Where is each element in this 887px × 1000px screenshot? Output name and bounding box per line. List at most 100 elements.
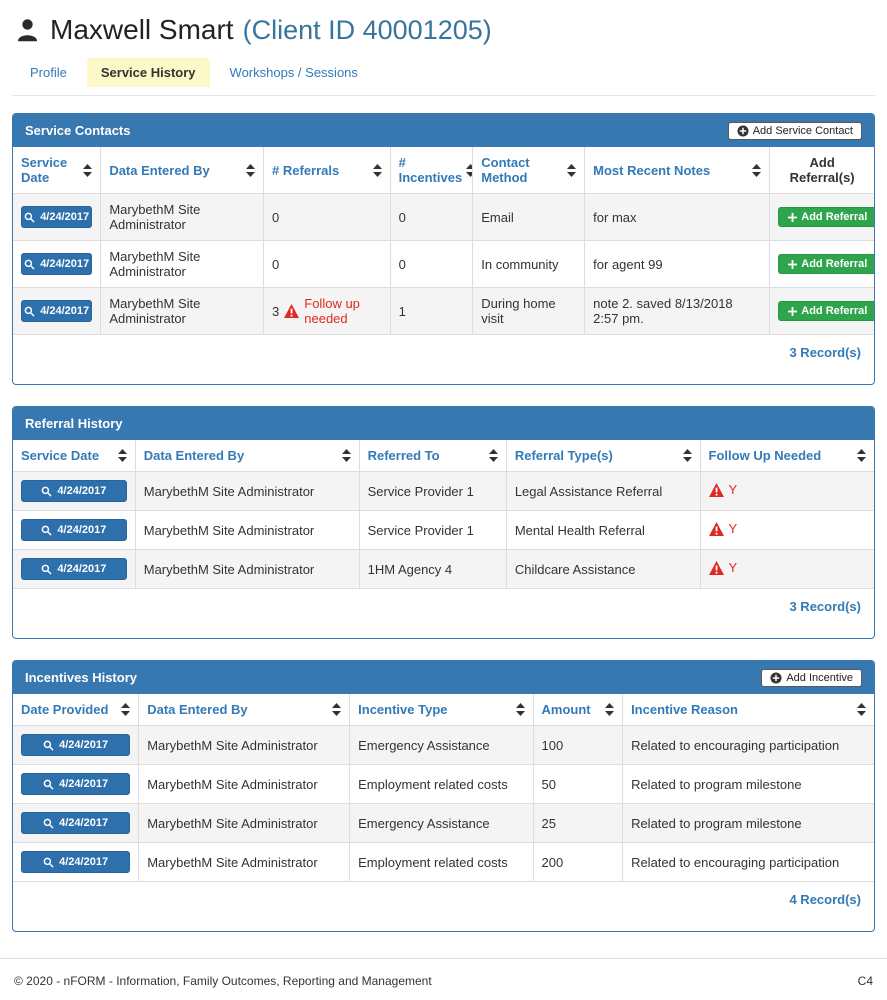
record-count: 3 Record(s) bbox=[789, 599, 861, 614]
table-row: 4/24/2017 MarybethM Site Administrator 0… bbox=[13, 193, 874, 241]
site-footer: © 2020 - nFORM - Information, Family Out… bbox=[0, 959, 887, 1000]
col-num-referrals[interactable]: # Referrals bbox=[263, 147, 391, 194]
add-referral-button[interactable]: Add Referral bbox=[778, 254, 874, 274]
col-contact-method[interactable]: Contact Method bbox=[472, 147, 586, 194]
cell-notes: note 2. saved 8/13/2018 2:57 pm. bbox=[584, 287, 771, 335]
warning-triangle-icon bbox=[708, 482, 724, 497]
view-referral-button[interactable]: 4/24/2017 bbox=[21, 480, 127, 502]
add-referral-label: Add Referral bbox=[801, 305, 868, 317]
cell-referrals: 0 bbox=[263, 240, 391, 288]
service-contacts-table: Service Date Data Entered By # Referrals… bbox=[13, 147, 874, 335]
cell-entered-by: MarybethM Site Administrator bbox=[138, 803, 351, 843]
col-label: Data Entered By bbox=[109, 162, 210, 178]
cell-incentive-type: Employment related costs bbox=[349, 764, 534, 804]
cell-amount: 50 bbox=[532, 764, 624, 804]
add-service-contact-button[interactable]: Add Service Contact bbox=[727, 121, 862, 140]
service-contacts-heading: Service Contacts Add Service Contact bbox=[13, 114, 874, 147]
add-referral-button[interactable]: Add Referral bbox=[778, 301, 874, 321]
page-title: Maxwell Smart bbox=[50, 14, 234, 45]
sort-icon bbox=[332, 703, 342, 716]
cell-referral-type: Mental Health Referral bbox=[505, 510, 701, 550]
follow-up-flag: Y bbox=[728, 482, 738, 498]
client-id: (Client ID 40001205) bbox=[242, 14, 492, 45]
cell-incentive-type: Emergency Assistance bbox=[349, 803, 534, 843]
tab-profile[interactable]: Profile bbox=[30, 65, 67, 80]
cell-service-date: 4/24/2017 bbox=[13, 510, 136, 550]
incentives-history-table: Date Provided Data Entered By Incentive … bbox=[13, 694, 874, 882]
cell-incentives: 0 bbox=[389, 240, 474, 288]
record-count: 3 Record(s) bbox=[789, 345, 861, 360]
referral-history-table: Service Date Data Entered By Referred To… bbox=[13, 440, 874, 589]
referral-history-title: Referral History bbox=[25, 416, 123, 431]
col-num-incentives[interactable]: # Incentives bbox=[389, 147, 474, 194]
col-follow-up-needed[interactable]: Follow Up Needed bbox=[699, 440, 874, 472]
view-service-contact-button[interactable]: 4/24/2017 bbox=[21, 253, 93, 275]
cell-referral-type: Childcare Assistance bbox=[505, 549, 701, 589]
date-provided-label: 4/24/2017 bbox=[59, 778, 109, 790]
date-provided-label: 4/24/2017 bbox=[59, 739, 109, 751]
cell-service-date: 4/24/2017 bbox=[13, 193, 102, 241]
warning-triangle-icon bbox=[708, 560, 724, 575]
col-service-date[interactable]: Service Date bbox=[13, 440, 136, 472]
magnifier-icon bbox=[41, 525, 53, 536]
plus-icon bbox=[788, 212, 798, 222]
col-data-entered-by[interactable]: Data Entered By bbox=[100, 147, 265, 194]
cell-date-provided: 4/24/2017 bbox=[13, 725, 140, 765]
table-row: 4/24/2017 MarybethM Site Administrator 0… bbox=[13, 240, 874, 288]
add-incentive-button[interactable]: Add Incentive bbox=[761, 668, 862, 687]
magnifier-icon bbox=[41, 486, 53, 497]
col-incentive-reason[interactable]: Incentive Reason bbox=[622, 694, 874, 726]
view-incentive-button[interactable]: 4/24/2017 bbox=[21, 773, 131, 795]
cell-amount: 100 bbox=[532, 725, 624, 765]
col-data-entered-by[interactable]: Data Entered By bbox=[138, 694, 351, 726]
col-amount[interactable]: Amount bbox=[532, 694, 624, 726]
sort-icon bbox=[682, 449, 692, 462]
cell-incentives: 0 bbox=[389, 193, 474, 241]
view-incentive-button[interactable]: 4/24/2017 bbox=[21, 851, 131, 873]
cell-service-date: 4/24/2017 bbox=[13, 549, 136, 589]
plus-icon bbox=[788, 259, 798, 269]
table-row: 4/24/2017 MarybethM Site Administrator S… bbox=[13, 471, 874, 511]
view-service-contact-button[interactable]: 4/24/2017 bbox=[21, 206, 93, 228]
col-referred-to[interactable]: Referred To bbox=[358, 440, 507, 472]
cell-entered-by: MarybethM Site Administrator bbox=[134, 549, 360, 589]
add-service-contact-label: Add Service Contact bbox=[752, 124, 853, 137]
cell-service-date: 4/24/2017 bbox=[13, 471, 136, 511]
service-contacts-title: Service Contacts bbox=[25, 123, 131, 138]
cell-incentive-reason: Related to program milestone bbox=[622, 803, 874, 843]
col-data-entered-by[interactable]: Data Entered By bbox=[134, 440, 360, 472]
page-header: Maxwell Smart (Client ID 40001205) bbox=[14, 14, 873, 46]
view-service-contact-button[interactable]: 4/24/2017 bbox=[21, 300, 93, 322]
cell-entered-by: MarybethM Site Administrator bbox=[100, 240, 265, 288]
header-row: Service Date Data Entered By # Referrals… bbox=[13, 147, 874, 194]
page: Maxwell Smart (Client ID 40001205) Profi… bbox=[12, 14, 875, 932]
cell-incentive-reason: Related to encouraging participation bbox=[622, 725, 874, 765]
cell-service-date: 4/24/2017 bbox=[13, 240, 102, 288]
tab-workshops-sessions[interactable]: Workshops / Sessions bbox=[229, 65, 358, 80]
table-row: 4/24/2017 MarybethM Site Administrator E… bbox=[13, 764, 874, 804]
col-most-recent-notes[interactable]: Most Recent Notes bbox=[584, 147, 771, 194]
add-referral-button[interactable]: Add Referral bbox=[778, 207, 874, 227]
follow-up-flag: Y bbox=[728, 560, 738, 576]
service-date-label: 4/24/2017 bbox=[40, 305, 90, 317]
col-incentive-type[interactable]: Incentive Type bbox=[349, 694, 534, 726]
header-row: Service Date Data Entered By Referred To… bbox=[13, 440, 874, 472]
cell-incentive-type: Emergency Assistance bbox=[349, 725, 534, 765]
col-service-date[interactable]: Service Date bbox=[13, 147, 102, 194]
tab-service-history[interactable]: Service History bbox=[86, 58, 210, 87]
view-referral-button[interactable]: 4/24/2017 bbox=[21, 519, 127, 541]
view-incentive-button[interactable]: 4/24/2017 bbox=[21, 812, 131, 834]
sort-icon bbox=[605, 703, 615, 716]
cell-entered-by: MarybethM Site Administrator bbox=[138, 725, 351, 765]
col-label: Date Provided bbox=[21, 702, 109, 717]
view-referral-button[interactable]: 4/24/2017 bbox=[21, 558, 127, 580]
col-add-referrals: Add Referral(s) bbox=[769, 147, 874, 194]
cell-follow-up: Y bbox=[699, 471, 874, 511]
incentives-history-heading: Incentives History Add Incentive bbox=[13, 661, 874, 694]
service-date-label: 4/24/2017 bbox=[57, 524, 107, 536]
col-label: Incentive Type bbox=[358, 702, 448, 717]
col-date-provided[interactable]: Date Provided bbox=[13, 694, 140, 726]
cell-referrals: 3 Follow up needed bbox=[263, 287, 391, 335]
view-incentive-button[interactable]: 4/24/2017 bbox=[21, 734, 131, 756]
col-referral-types[interactable]: Referral Type(s) bbox=[505, 440, 701, 472]
